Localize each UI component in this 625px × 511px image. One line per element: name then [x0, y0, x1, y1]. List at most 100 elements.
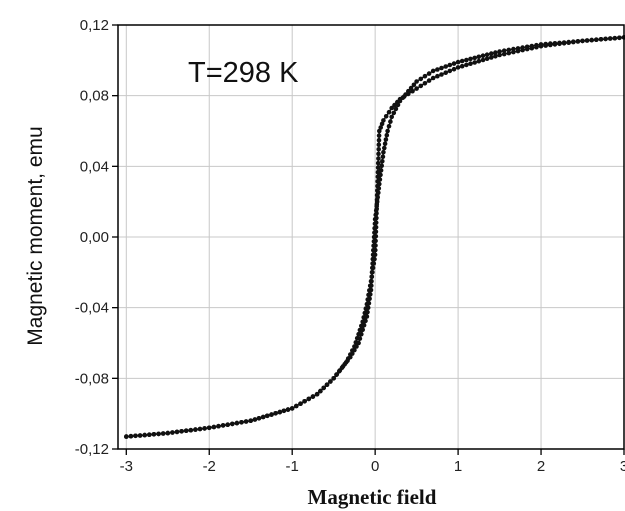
data-point: [414, 86, 419, 91]
data-point: [529, 43, 535, 49]
data-point: [376, 156, 381, 161]
data-point: [617, 35, 622, 41]
data-point: [331, 376, 337, 381]
data-point: [426, 71, 432, 76]
data-point: [476, 54, 482, 60]
data-point: [497, 49, 502, 54]
data-point: [584, 38, 590, 43]
data-point: [561, 40, 567, 45]
data-point: [179, 429, 184, 434]
data-point: [151, 432, 157, 437]
data-point: [378, 172, 383, 178]
data-point: [289, 406, 295, 411]
data-point: [459, 58, 465, 64]
data-point: [357, 336, 363, 341]
data-point: [376, 142, 382, 147]
data-point: [571, 39, 576, 44]
data-point: [472, 55, 478, 61]
data-point: [464, 57, 469, 63]
data-point: [252, 417, 258, 422]
data-point: [294, 403, 299, 409]
data-point: [383, 114, 389, 119]
data-point: [377, 128, 382, 134]
y-tick-label: -0,04: [75, 300, 109, 317]
data-point: [497, 52, 502, 58]
x-tick-label: -1: [286, 458, 299, 475]
data-point: [379, 163, 385, 169]
axis-ticks: [112, 24, 625, 455]
data-point: [368, 292, 373, 297]
data-point: [372, 217, 378, 222]
data-point: [239, 420, 244, 425]
x-tick-label: 1: [454, 458, 462, 475]
data-point: [314, 391, 320, 397]
data-point: [489, 55, 494, 60]
data-point: [395, 102, 401, 108]
data-point: [403, 92, 408, 97]
data-point: [339, 365, 345, 371]
data-point: [589, 37, 594, 43]
data-point: [363, 318, 368, 324]
series-2: [124, 35, 625, 439]
data-point: [468, 56, 473, 62]
data-point: [365, 309, 370, 315]
data-point: [406, 88, 411, 94]
data-point: [603, 36, 608, 42]
data-point: [376, 151, 381, 157]
data-point: [376, 186, 382, 191]
data-point: [206, 425, 212, 431]
data-point: [375, 165, 381, 170]
data-point: [411, 82, 417, 88]
data-point: [370, 265, 375, 271]
data-point: [397, 98, 403, 104]
data-point: [376, 133, 382, 138]
data-point: [506, 47, 512, 53]
data-point: [380, 154, 386, 159]
data-point: [318, 388, 323, 394]
data-point: [511, 46, 516, 52]
data-point: [285, 407, 291, 412]
data-point: [455, 65, 461, 70]
data-point: [566, 39, 571, 45]
x-tick-label: 2: [537, 458, 545, 475]
data-point: [451, 66, 457, 72]
data-point: [225, 422, 230, 428]
data-point: [382, 145, 387, 151]
data-point: [372, 230, 377, 235]
data-point: [538, 42, 544, 47]
data-point: [400, 95, 406, 100]
data-point: [386, 109, 392, 115]
data-point: [476, 58, 482, 64]
data-point: [374, 199, 380, 204]
x-tick-label: 0: [371, 458, 379, 475]
y-axis-label: Magnetic moment, emu: [24, 126, 47, 345]
data-point: [375, 195, 381, 200]
data-point: [451, 61, 457, 66]
data-point: [426, 78, 432, 83]
data-point: [364, 314, 370, 319]
data-point: [501, 51, 507, 57]
data-point: [298, 401, 303, 407]
data-point: [598, 37, 604, 42]
data-point: [197, 426, 203, 432]
data-point: [174, 429, 180, 435]
data-point: [484, 56, 490, 61]
data-point: [430, 75, 436, 81]
temperature-annotation: T=298 K: [188, 57, 299, 89]
x-axis-label: Magnetic field: [308, 485, 437, 509]
data-point: [472, 60, 478, 65]
data-point: [493, 50, 498, 55]
data-point: [211, 424, 217, 430]
data-series: [124, 35, 625, 439]
data-point: [365, 305, 371, 311]
data-point: [269, 412, 274, 417]
y-tick-label: -0,12: [75, 441, 109, 458]
data-point: [128, 433, 134, 439]
data-point: [170, 430, 175, 435]
data-point: [480, 57, 486, 63]
data-point: [489, 51, 494, 56]
data-point: [370, 256, 376, 262]
data-point: [506, 50, 512, 56]
data-point: [372, 225, 377, 231]
data-point: [388, 119, 393, 124]
